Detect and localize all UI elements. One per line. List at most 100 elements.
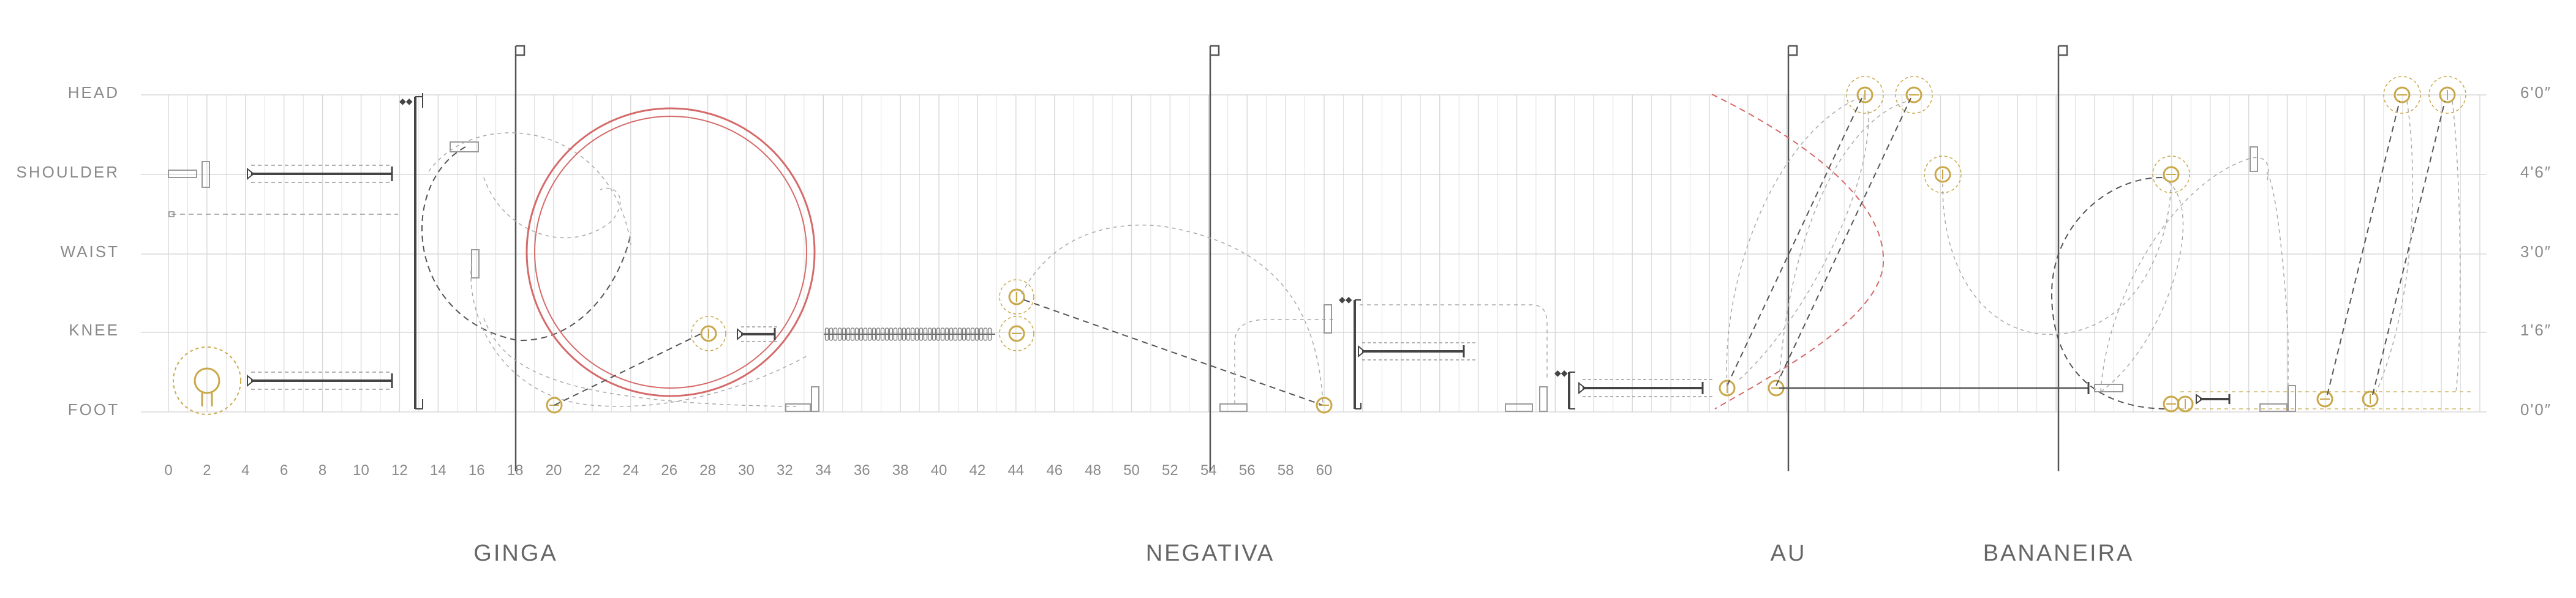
negativa-vertical-span: ◆◆ (1324, 294, 1361, 409)
x-tick-label: 8 (318, 462, 326, 479)
x-tick-label: 30 (738, 462, 755, 479)
x-tick-label: 26 (661, 462, 677, 479)
coil-loop (932, 327, 936, 341)
ginga-foot-pivot-symbol (173, 346, 241, 415)
x-tick-label: 16 (469, 462, 485, 479)
height-label-1ft6: 1'6″ (2520, 321, 2552, 339)
coil-loop (829, 327, 834, 341)
ginga-hand-box-upper (450, 141, 479, 152)
height-label-0ft: 0'0″ (2520, 400, 2552, 419)
bananeira-joint-foot-d (2362, 391, 2379, 408)
level-label-knee: KNEE (69, 321, 119, 339)
bananeira-leg-path-a (2327, 100, 2400, 395)
move-label-negativa: NEGATIVA (1146, 540, 1275, 566)
x-tick-label: 46 (1046, 462, 1063, 479)
x-tick-label: 4 (241, 462, 249, 479)
coil-loop (880, 327, 885, 341)
coil-loop (906, 327, 911, 341)
bananeira-joint-head-a (2383, 76, 2421, 114)
x-tick-label: 54 (1200, 462, 1217, 479)
ginga-vertical-span: ◆◆ (399, 93, 423, 409)
move-dividers (514, 45, 2068, 471)
au-leg-path-b (1776, 97, 1911, 386)
level-label-waist: WAIST (61, 242, 119, 261)
x-tick-label: 10 (353, 462, 369, 479)
coil-loop (910, 327, 915, 341)
coil-loop (962, 327, 966, 341)
au-rotation-path (1711, 94, 1885, 409)
coil-loop (824, 327, 829, 341)
coil-loop (936, 327, 941, 341)
negativa-joint-knee-upper (999, 279, 1034, 315)
coil-loop (927, 327, 932, 341)
coil-loop (953, 327, 958, 341)
coil-loop (846, 327, 851, 341)
x-tick-label: 52 (1162, 462, 1178, 479)
coil-loop (850, 327, 855, 341)
x-tick-label: 22 (584, 462, 601, 479)
bananeira-foot-box (2259, 403, 2288, 412)
x-tick-label: 40 (931, 462, 947, 479)
x-tick-label: 2 (203, 462, 211, 479)
coil-loop (919, 327, 924, 341)
negativa-foot-box-right (1505, 403, 1533, 412)
flag-bananeira (2058, 45, 2068, 56)
au-foot-duration-bar (1578, 379, 1715, 397)
coil-loop (957, 327, 962, 341)
ginga-rotation-circle-inner (534, 116, 807, 389)
ginga-leg-path (554, 333, 702, 406)
coil-loop (914, 327, 919, 341)
coil-loop (897, 327, 902, 341)
coil-loop (854, 327, 859, 341)
bananeira-joint-foot-c (2316, 391, 2333, 408)
coil-loop (983, 327, 988, 341)
coil-loop (966, 327, 971, 341)
ginga-notation: ◆◆ (168, 93, 819, 415)
svg-text:◆◆: ◆◆ (399, 96, 413, 106)
ginga-foot-box-b (811, 386, 819, 412)
ginga-hand-marker (168, 170, 197, 178)
coil-loop (859, 327, 864, 341)
coil-loop (902, 327, 906, 341)
ginga-arm-marker (201, 161, 210, 188)
coil-loop (833, 327, 838, 341)
negativa-joint-foot (1316, 397, 1333, 414)
height-label-4ft6: 4'6″ (2520, 163, 2552, 181)
x-tick-label: 24 (622, 462, 639, 479)
coil-loop (987, 327, 992, 341)
transition-coil (824, 327, 995, 341)
x-tick-label: 60 (1316, 462, 1333, 479)
bananeira-short-bar (2196, 394, 2231, 405)
bananeira-body-arc (2051, 177, 2169, 409)
x-tick-label: 14 (430, 462, 446, 479)
bananeira-joint-foot-b (2177, 395, 2194, 413)
height-label-3ft: 3'0″ (2520, 242, 2552, 261)
flag-au (1788, 45, 1798, 56)
move-label-bananeira: BANANEIRA (1983, 540, 2134, 566)
coil-loop (944, 327, 949, 341)
ginga-foot-duration-bar (247, 372, 393, 390)
coil-loop (970, 327, 975, 341)
coil-loop (979, 327, 984, 341)
coil-loop (893, 327, 898, 341)
bananeira-notation (1942, 76, 2474, 413)
coil-loop (863, 327, 868, 341)
negativa-foot-box (1219, 403, 1248, 412)
coil-loop (837, 327, 842, 341)
x-tick-label: 34 (815, 462, 832, 479)
x-tick-label: 28 (699, 462, 716, 479)
left-level-labels: HEAD SHOULDER WAIST KNEE FOOT (17, 83, 119, 419)
svg-text:◆◆: ◆◆ (1339, 294, 1352, 304)
negativa-knee-duration-bar (1358, 342, 1476, 361)
coil-loop (867, 327, 872, 341)
x-tick-label: 44 (1007, 462, 1024, 479)
x-tick-label: 32 (777, 462, 793, 479)
coil-loop (974, 327, 979, 341)
coil-loop (884, 327, 889, 341)
x-tick-label: 6 (280, 462, 288, 479)
au-leg-path-a (1727, 97, 1862, 386)
coil-loop (876, 327, 881, 341)
negativa-notation: ◆◆ ◆◆ (999, 224, 1575, 414)
x-tick-label: 0 (164, 462, 172, 479)
